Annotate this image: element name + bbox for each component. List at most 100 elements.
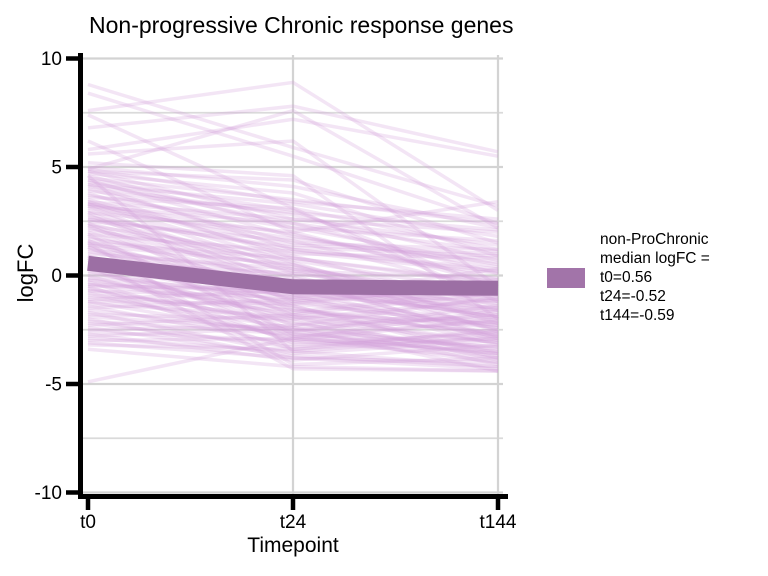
gene-line	[87, 217, 499, 258]
x-tick-label: t24	[280, 512, 307, 533]
gene-line	[87, 336, 499, 352]
gene-line	[87, 200, 499, 325]
gene-line	[87, 178, 499, 291]
gene-line	[87, 165, 499, 230]
gene-line	[87, 341, 499, 365]
median-line	[87, 255, 499, 296]
gene-line	[87, 104, 499, 154]
gene-line	[87, 293, 499, 336]
gene-line	[87, 197, 499, 260]
gene-line	[87, 304, 499, 347]
gene-line	[87, 117, 499, 158]
gene-line	[87, 184, 499, 263]
gene-line	[87, 330, 499, 360]
gene-line	[87, 91, 499, 226]
gene-line	[87, 314, 499, 349]
gene-line	[87, 295, 499, 352]
x-tick	[290, 499, 296, 510]
gene-line	[87, 215, 499, 271]
gene-line	[87, 169, 499, 245]
x-axis-line	[78, 494, 508, 499]
gene-line	[87, 160, 500, 321]
legend-label-line: t144=-0.59	[600, 307, 675, 324]
gene-line	[87, 291, 499, 341]
gene-line	[87, 299, 499, 339]
gene-line	[87, 226, 499, 323]
y-tick-label: 10	[41, 49, 62, 70]
gene-line	[87, 241, 499, 367]
gene-line	[87, 310, 499, 356]
gene-line	[87, 336, 499, 354]
y-tick-label: 0	[51, 266, 62, 287]
gene-line	[87, 308, 499, 358]
gene-line	[87, 321, 499, 349]
gene-line	[87, 280, 499, 343]
gene-line	[87, 284, 499, 352]
gene-line	[87, 182, 499, 239]
gene-line	[87, 319, 499, 356]
legend-swatch	[547, 267, 585, 288]
gene-line	[87, 139, 499, 234]
gene-line	[87, 282, 499, 339]
gene-line	[87, 271, 499, 330]
gene-line	[87, 336, 499, 384]
gene-line	[87, 193, 499, 267]
gene-line	[87, 178, 499, 269]
y-tick-label: -10	[35, 483, 62, 504]
gene-line	[87, 108, 499, 230]
gene-line	[87, 199, 499, 247]
gene-line	[87, 273, 499, 334]
gene-line	[87, 288, 499, 325]
y-tick-label: 5	[51, 158, 62, 179]
y-axis-title: logFC	[13, 243, 38, 303]
chart-title: Non-progressive Chronic response genes	[89, 12, 514, 38]
gene-line	[87, 254, 499, 365]
legend-label-line: t24=-0.52	[600, 288, 666, 305]
gene-line	[87, 191, 499, 284]
gene-line	[87, 204, 499, 276]
gene-line	[87, 297, 499, 328]
gene-line	[87, 223, 499, 330]
gene-line	[87, 171, 499, 258]
gene-line	[87, 256, 499, 373]
gene-line	[87, 334, 499, 354]
gene-line	[87, 202, 499, 256]
gene-line	[87, 82, 499, 208]
x-axis-title: Timepoint	[247, 534, 339, 557]
x-tick-label: t144	[480, 512, 517, 533]
gene-line	[87, 332, 499, 362]
y-tick	[66, 273, 78, 278]
gene-line	[87, 113, 499, 252]
gene-line	[87, 202, 499, 282]
gene-line	[87, 219, 499, 293]
gene-line	[87, 286, 499, 354]
gene-line	[87, 182, 499, 273]
gene-line	[87, 230, 499, 312]
gene-line	[87, 195, 499, 304]
gene-line	[87, 174, 499, 243]
y-tick	[66, 164, 78, 170]
legend-label-line: t0=0.56	[600, 269, 653, 286]
gene-line	[87, 252, 499, 321]
y-tick	[66, 381, 78, 387]
gene-line	[87, 80, 499, 212]
gene-line	[87, 232, 499, 276]
legend-label-line: non-ProChronic	[600, 231, 709, 248]
gene-line	[87, 210, 499, 286]
gene-line	[87, 317, 499, 371]
gene-line	[87, 206, 499, 265]
x-tick-label: t0	[80, 512, 96, 533]
gene-line	[87, 139, 500, 288]
legend-label-line: median logFC =	[600, 250, 710, 267]
gene-line	[87, 169, 499, 234]
y-axis-line	[78, 53, 83, 499]
gene-line	[87, 247, 499, 332]
gene-line	[87, 314, 499, 332]
gene-line	[87, 312, 499, 345]
gene-line	[87, 269, 499, 345]
y-tick-label: -5	[45, 375, 62, 396]
legend-label: non-ProChronic median logFC = t0=0.56 t2…	[600, 230, 710, 325]
gene-line	[87, 187, 499, 252]
gene-line	[87, 347, 499, 373]
